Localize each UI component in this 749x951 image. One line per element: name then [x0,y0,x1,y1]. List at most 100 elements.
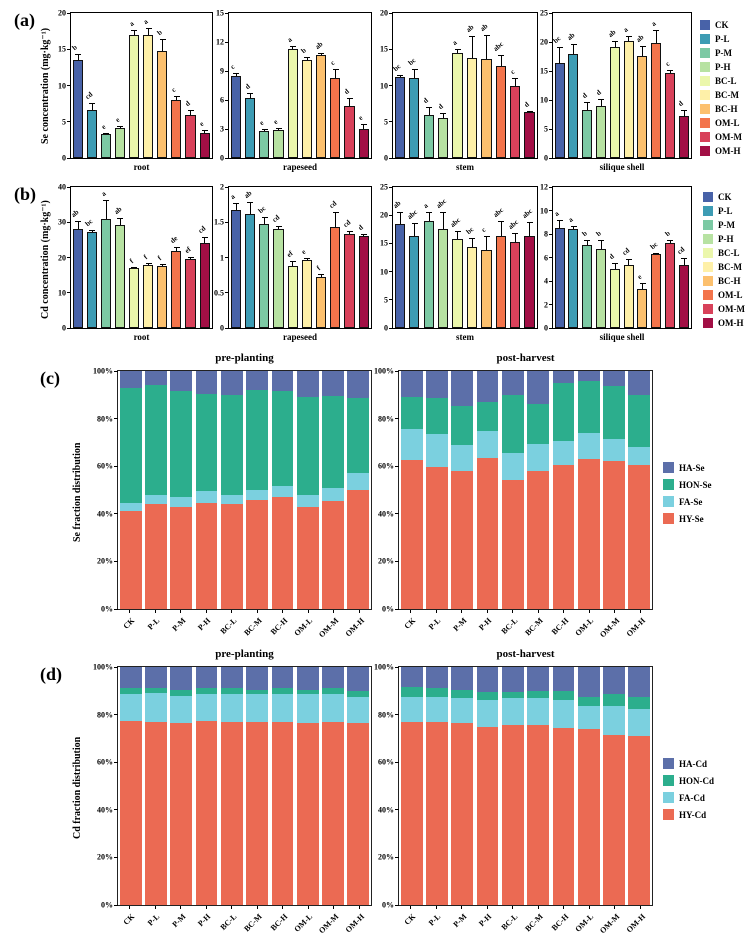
segment-HA [451,371,474,406]
error-bar-cap [411,68,418,70]
y-tick-mark [225,327,229,329]
legend-item-HY-Cd: HY-Cd [663,809,714,820]
legend-label: HY-Se [679,513,704,524]
y-tick-mark [67,327,71,329]
bar-P-L [86,232,97,328]
error-bar-cap [584,239,591,241]
segment-HY [220,504,243,609]
segment-FA [296,694,319,723]
chart-title: pre-planting [215,352,274,364]
bar-OM-M [665,72,675,158]
error-bar [176,96,178,100]
x-tick-mark [537,610,539,613]
x-tick: CK [117,610,143,652]
stack-slot-OM-L [576,371,601,609]
stack-slot-BC-H [270,371,295,609]
segment-FA [527,697,549,726]
x-tick: BC-L [218,610,245,652]
error-bar [614,263,616,270]
error-bar-cap [440,113,447,115]
y-tick-mark [389,299,393,301]
bar-slot: bc [552,13,567,158]
x-tick: BC-M [523,610,552,652]
significance-letter: b [71,42,80,52]
error-bar [204,237,206,243]
x-tick: P-H [194,610,220,652]
error-bar-cap [526,221,533,223]
x-tick: CK [117,906,143,948]
legend-swatch [703,304,713,314]
segment-HA [246,667,268,690]
significance-letter: d [183,99,192,109]
panel-b-legend: CK P-L P-M P-H BC-L BC-M BC-H OM-L OM-M OM-H [703,192,745,332]
plot-area: 0% 20% 40% 60% 80% 100% [93,663,372,910]
segment-HY [119,720,142,905]
error-bar-cap [89,102,96,104]
significance-letter: a [99,190,108,199]
y-tick-mark [389,157,393,159]
x-tick-label: P-H [477,616,494,633]
bar-slot: abc [449,187,465,328]
segment-HA [271,371,294,392]
error-bar-cap [187,256,194,258]
error-bar [264,216,265,224]
significance-letter: cd [327,199,339,210]
x-tick-mark [333,610,335,613]
y-tick-mark [549,70,553,72]
stacked-bar [145,371,167,609]
error-bar [642,46,644,56]
x-tick-label: BC-L [499,912,520,932]
legend-item-P-H: P-H [700,62,742,72]
stack-slot-BC-L [219,667,244,905]
stack-slot-P-L [143,371,168,609]
panel-a-legend: CK P-L P-M P-H BC-L BC-M BC-H OM-L OM-M OM-H [700,20,742,160]
bar-slot: a [286,13,300,158]
stacked-bar [170,371,193,609]
error-bar [148,27,150,35]
y-tick-label: 40% [378,509,394,519]
y-tick-label: 20 [540,37,548,47]
legend-item-OM-M: OM-M [700,132,742,142]
x-tick-mark [307,906,309,909]
legend-label: BC-M [715,90,739,100]
legend-label: OM-H [715,146,741,156]
significance-letter: bc [84,217,95,229]
legend-item-OM-M: OM-M [703,304,745,314]
error-bar [614,40,616,48]
error-bar [363,124,365,129]
stacked-bar [195,667,218,905]
x-tick: P-H [475,610,501,652]
error-bar [573,43,575,54]
y-tick-mark [114,418,118,420]
segment-HON [220,394,243,495]
error-bar [486,236,488,251]
segment-FA [451,444,474,471]
segment-FA [628,447,651,466]
bar-CK [554,228,565,328]
segment-HA [220,667,243,689]
error-bar [292,46,294,49]
bar-BC-H [637,55,648,158]
bar-BC-L [452,52,463,158]
y-tick-mark [114,666,118,668]
y-tick-label: 40% [97,805,113,815]
y-tick-label: 25 [540,8,548,18]
x-tick: BC-H [269,610,296,652]
bar-slot: ab [242,187,257,328]
stacked-bar [220,667,243,905]
error-bar-cap [131,30,138,32]
error-bar-cap [598,239,605,241]
significance-letter: cd [341,218,353,229]
legend-swatch [703,206,713,216]
stack-slot-OM-L [295,371,320,609]
y-tick-label: 20% [97,556,113,566]
segment-HON [476,401,499,431]
bar-P-H [273,229,284,328]
stacked-bar [552,667,575,905]
segment-HY [527,725,549,905]
x-tick-mark [256,610,258,613]
stacked-bar [119,667,142,905]
bar-BC-M [143,34,154,158]
error-bar-cap [426,212,433,214]
segment-HON [501,394,524,454]
